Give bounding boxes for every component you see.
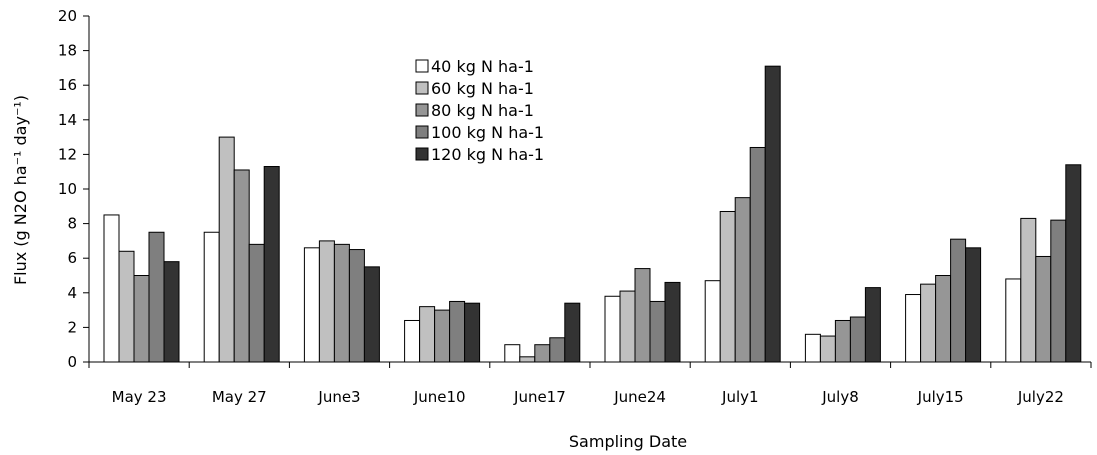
- bar: [419, 306, 436, 363]
- bar: [504, 344, 521, 363]
- y-tick-label: 10: [58, 180, 77, 198]
- legend-swatch: [415, 59, 429, 73]
- legend-swatch: [415, 147, 429, 161]
- y-tick-label: 12: [58, 145, 77, 163]
- bar: [363, 266, 380, 363]
- bar: [348, 249, 365, 363]
- x-tick-label: July15: [917, 388, 964, 406]
- x-tick-label: June3: [317, 388, 360, 406]
- bar: [1065, 164, 1082, 363]
- bar: [834, 319, 851, 363]
- bar: [619, 290, 636, 363]
- x-tick-label: June24: [613, 388, 666, 406]
- bar: [604, 295, 621, 363]
- legend-label: 120 kg N ha-1: [431, 145, 544, 164]
- bar: [103, 214, 120, 363]
- x-tick-label: May 23: [112, 388, 167, 406]
- bar: [819, 335, 836, 363]
- bar: [1020, 217, 1037, 363]
- bar: [404, 319, 421, 363]
- y-tick-label: 18: [58, 42, 77, 60]
- axes: 0 2 4 6 8 10 12 14 16 18 20 May 23 May 27 June3 June10…: [58, 7, 1092, 406]
- bar: [920, 283, 937, 363]
- bar: [118, 250, 135, 363]
- bar: [248, 243, 265, 363]
- bar: [905, 294, 922, 363]
- y-tick-label: 0: [67, 353, 77, 371]
- bar: [664, 281, 681, 363]
- bar: [734, 197, 751, 363]
- bar: [303, 247, 320, 363]
- y-tick-label: 14: [58, 111, 77, 129]
- x-axis-title: Sampling Date: [569, 432, 687, 451]
- bar: [133, 275, 150, 363]
- bar: [719, 210, 736, 363]
- bar: [534, 344, 551, 363]
- y-tick-label: 2: [67, 318, 77, 336]
- bar: [519, 356, 536, 363]
- x-tick-label: July8: [821, 388, 859, 406]
- legend-label: 80 kg N ha-1: [431, 101, 534, 120]
- x-tick-label: July22: [1017, 388, 1064, 406]
- bar: [1035, 255, 1052, 363]
- y-tick-label: 6: [67, 249, 77, 267]
- bar: [935, 275, 952, 363]
- y-tick-label: 4: [67, 284, 77, 302]
- x-tick-label: June10: [413, 388, 466, 406]
- bar: [318, 240, 335, 363]
- legend-swatch: [415, 103, 429, 117]
- x-tick-label: May 27: [212, 388, 267, 406]
- bar: [764, 65, 781, 363]
- bar: [950, 238, 967, 363]
- y-tick-label: 8: [67, 215, 77, 233]
- x-tick-label: July1: [721, 388, 759, 406]
- legend-swatch: [415, 81, 429, 95]
- bar: [804, 333, 821, 363]
- bar: [564, 302, 581, 363]
- bar: [163, 261, 180, 363]
- bar: [233, 169, 250, 363]
- legend-label: 100 kg N ha-1: [431, 123, 544, 142]
- bar: [449, 300, 466, 363]
- bar: [549, 337, 566, 363]
- x-tick-label: June17: [513, 388, 566, 406]
- bar: [434, 309, 451, 363]
- bar: [749, 146, 766, 363]
- bar: [263, 166, 280, 363]
- legend-label: 60 kg N ha-1: [431, 79, 534, 98]
- bars: [103, 65, 1082, 363]
- bar: [148, 231, 165, 363]
- bar: [634, 268, 651, 363]
- legend: 40 kg N ha-1 60 kg N ha-1 80 kg N ha-1 100 …: [415, 57, 544, 164]
- legend-swatch: [415, 125, 429, 139]
- bar: [704, 280, 721, 363]
- bar: [1050, 219, 1067, 363]
- bar: [1005, 278, 1022, 363]
- y-tick-label: 20: [58, 7, 77, 25]
- bar: [203, 231, 220, 363]
- bar: [333, 243, 350, 363]
- y-tick-label: 16: [58, 76, 77, 94]
- legend-label: 40 kg N ha-1: [431, 57, 534, 76]
- bar: [649, 300, 666, 363]
- bar: [965, 247, 982, 363]
- y-axis-title: Flux (g N2O ha⁻¹ day⁻¹): [11, 95, 30, 285]
- bar: [849, 316, 866, 363]
- bar: [864, 287, 881, 363]
- bar: [218, 136, 235, 363]
- bar: [464, 302, 481, 363]
